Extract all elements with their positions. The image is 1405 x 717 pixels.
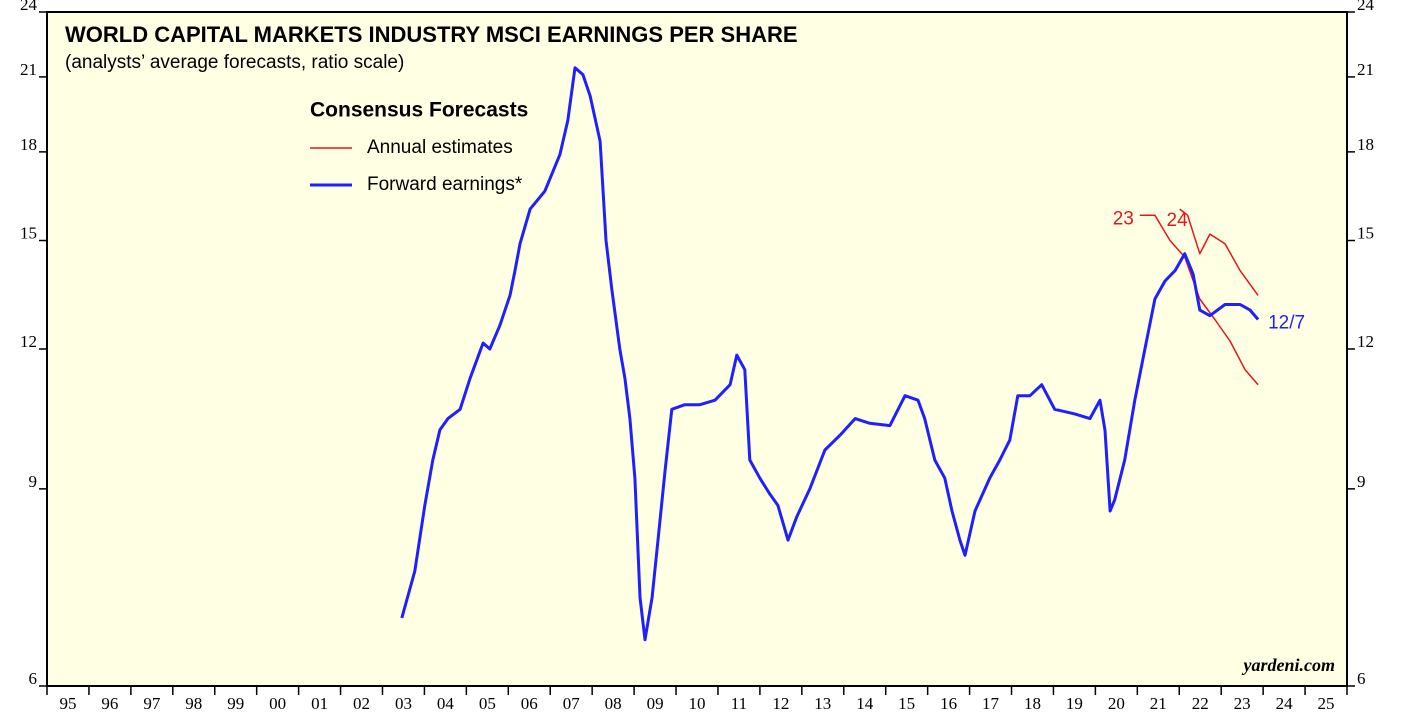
x-tick-label: 12 <box>772 694 789 713</box>
x-tick-label: 99 <box>227 694 244 713</box>
series-label: 24 <box>1167 210 1189 231</box>
y2-tick-label: 21 <box>1357 60 1374 79</box>
x-tick-label: 25 <box>1318 694 1335 713</box>
series-line <box>400 66 1260 642</box>
y-tick-label: 21 <box>20 60 37 79</box>
x-tick-label: 13 <box>814 694 831 713</box>
y-tick-label: 15 <box>20 223 37 242</box>
y2-tick-label: 6 <box>1357 669 1366 688</box>
x-tick-label: 08 <box>605 694 622 713</box>
x-tick-label: 16 <box>940 694 957 713</box>
x-tick-label: 98 <box>185 694 202 713</box>
y2-tick-label: 12 <box>1357 332 1374 351</box>
x-tick-label: 15 <box>898 694 915 713</box>
y-tick-label: 12 <box>20 332 37 351</box>
series-line <box>1139 214 1259 386</box>
x-tick-label: 04 <box>437 694 455 713</box>
series-line <box>1179 208 1259 296</box>
x-tick-label: 05 <box>479 694 496 713</box>
legend-title: Consensus Forecasts <box>310 99 528 122</box>
x-tick-label: 03 <box>395 694 412 713</box>
series-label: 12/7 <box>1268 313 1305 334</box>
chart-subtitle: (analysts’ average forecasts, ratio scal… <box>65 52 404 73</box>
chart-title: WORLD CAPITAL MARKETS INDUSTRY MSCI EARN… <box>65 22 798 47</box>
y2-tick-label: 15 <box>1357 223 1374 242</box>
x-tick-label: 00 <box>269 694 286 713</box>
y-tick-label: 18 <box>20 135 37 154</box>
x-tick-label: 17 <box>982 694 1000 713</box>
y-tick-label: 6 <box>29 669 38 688</box>
x-tick-label: 22 <box>1192 694 1209 713</box>
x-tick-label: 10 <box>689 694 706 713</box>
x-tick-label: 18 <box>1024 694 1041 713</box>
x-tick-label: 14 <box>856 694 874 713</box>
x-tick-label: 96 <box>101 694 118 713</box>
y2-tick-label: 9 <box>1357 472 1366 491</box>
x-tick-label: 23 <box>1234 694 1251 713</box>
x-tick-label: 20 <box>1108 694 1125 713</box>
series-label: 23 <box>1113 208 1134 229</box>
x-tick-label: 19 <box>1066 694 1083 713</box>
legend-label: Forward earnings* <box>367 174 523 195</box>
x-tick-label: 07 <box>563 694 581 713</box>
x-tick-label: 95 <box>59 694 76 713</box>
y-tick-label: 24 <box>20 0 38 14</box>
y2-tick-label: 18 <box>1357 135 1374 154</box>
x-tick-label: 97 <box>143 694 161 713</box>
x-tick-label: 21 <box>1150 694 1167 713</box>
legend-label: Annual estimates <box>367 137 513 158</box>
x-tick-label: 06 <box>521 694 538 713</box>
x-tick-label: 02 <box>353 694 370 713</box>
x-tick-label: 24 <box>1276 694 1294 713</box>
x-tick-label: 09 <box>647 694 664 713</box>
y2-tick-label: 24 <box>1357 0 1375 14</box>
x-tick-label: 11 <box>731 694 747 713</box>
y-tick-label: 9 <box>29 472 38 491</box>
x-tick-label: 01 <box>311 694 328 713</box>
source: yardeni.com <box>1242 655 1336 675</box>
plot-area <box>46 11 1348 687</box>
